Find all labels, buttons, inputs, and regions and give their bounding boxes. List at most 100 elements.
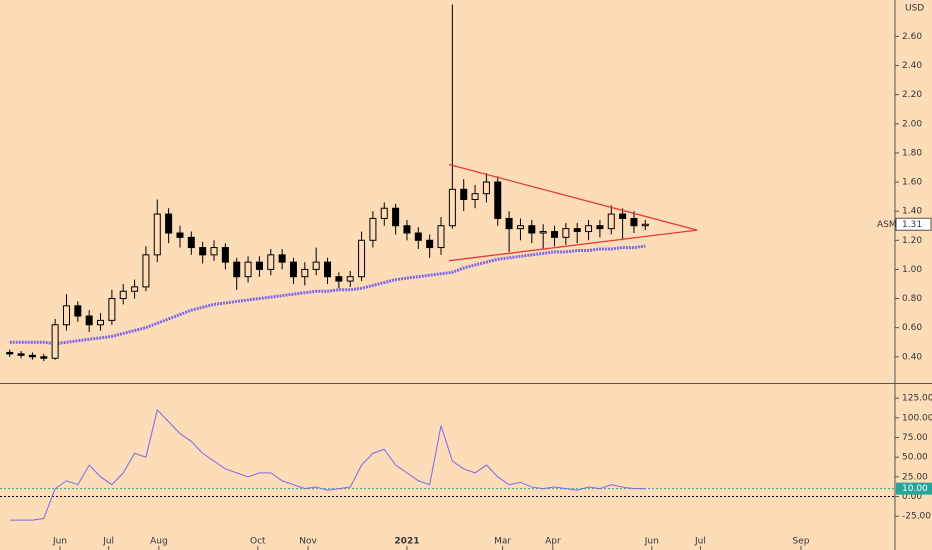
- y-tick-label: 2.60: [902, 32, 922, 42]
- y-tick-label: 75.00: [902, 433, 928, 443]
- candle-body: [153, 213, 161, 256]
- candle-body: [301, 268, 309, 278]
- y-tick-label: 50.00: [902, 453, 928, 463]
- currency-label: USD: [905, 4, 924, 14]
- x-tick-label: 2021: [394, 537, 419, 547]
- candle-body: [471, 193, 479, 201]
- candle-body: [403, 225, 411, 234]
- candle-body: [324, 261, 332, 278]
- y-tick-label: 0.60: [902, 323, 922, 333]
- candle-body: [119, 290, 127, 300]
- candle-body: [562, 228, 570, 238]
- candle-body: [267, 254, 275, 270]
- x-tick-label: Aug: [150, 537, 168, 547]
- y-tick-label: 1.80: [902, 148, 922, 158]
- last-price-label: 1.31: [902, 220, 922, 230]
- candle-body: [221, 247, 229, 263]
- y-tick-label: 1.60: [902, 178, 922, 188]
- candle-body: [289, 261, 297, 278]
- candle-body: [131, 286, 139, 292]
- candle-body: [278, 254, 286, 263]
- candle-body: [233, 261, 241, 278]
- y-tick-label: 1.00: [902, 265, 922, 275]
- y-tick-label: 1.20: [902, 236, 922, 246]
- candle-body: [528, 225, 536, 234]
- candle-body: [97, 319, 105, 326]
- candle-body: [51, 324, 59, 359]
- candle-body: [187, 236, 195, 249]
- y-tick-label: 0.00: [902, 492, 922, 502]
- y-tick-label: 2.40: [902, 61, 922, 71]
- oscillator-line: [9, 408, 646, 521]
- candle-body: [346, 276, 354, 282]
- candle-body: [596, 225, 604, 230]
- candle-body: [369, 217, 377, 241]
- last-value-label: 10.00: [902, 484, 928, 494]
- candle-body: [460, 188, 468, 201]
- candle-body: [380, 207, 388, 219]
- trendline: [448, 163, 698, 231]
- trendline: [449, 229, 698, 262]
- candle-body: [641, 223, 649, 227]
- candle-body: [630, 217, 638, 227]
- x-tick-label: Mar: [494, 537, 511, 547]
- moving-average: [9, 244, 646, 346]
- candle-body: [335, 276, 343, 282]
- candle-body: [539, 231, 547, 234]
- candle-body: [494, 181, 502, 219]
- candle-body: [85, 315, 93, 326]
- candle-body: [17, 353, 25, 356]
- candle-body: [74, 305, 82, 317]
- candle-body: [176, 232, 184, 238]
- last-price-marker: [895, 217, 932, 231]
- y-tick-label: 2.20: [902, 90, 922, 100]
- x-tick-label: Sep: [792, 537, 809, 547]
- x-tick-label: Apr: [545, 537, 561, 547]
- x-tick-label: Jun: [52, 537, 67, 547]
- candle-body: [28, 354, 36, 358]
- candle-body: [142, 254, 150, 288]
- candle-body: [62, 305, 70, 326]
- candle-body: [255, 261, 263, 270]
- candle-body: [244, 261, 252, 278]
- x-tick-label: Jul: [694, 537, 706, 547]
- x-tick-label: Oct: [250, 537, 266, 547]
- candle-body: [437, 225, 445, 249]
- y-tick-label: 1.40: [902, 207, 922, 217]
- x-tick-label: Jul: [102, 537, 114, 547]
- candle-body: [392, 207, 400, 227]
- y-tick-label: 100.00: [902, 413, 932, 423]
- candle-body: [516, 225, 524, 230]
- y-tick-label: 0.40: [902, 352, 922, 362]
- candle-body: [210, 247, 218, 256]
- y-tick-label: 0.80: [902, 294, 922, 304]
- symbol-label: ASM: [877, 220, 897, 230]
- candle-body: [426, 239, 434, 249]
- candle-body: [414, 232, 422, 241]
- last-value-marker: [896, 482, 932, 495]
- y-tick-label: -25.00: [902, 512, 931, 522]
- candle-body: [40, 356, 48, 359]
- x-tick-label: Jun: [644, 537, 659, 547]
- candle-body: [448, 188, 456, 227]
- candle-body: [573, 228, 581, 233]
- y-tick-label: 25.00: [902, 472, 928, 482]
- candle-body: [199, 247, 207, 256]
- candle-body: [358, 239, 366, 278]
- candle-body: [585, 225, 593, 233]
- candle-body: [6, 351, 14, 355]
- candle-body: [607, 213, 615, 230]
- candle-body: [505, 217, 513, 230]
- candle-body: [551, 231, 559, 238]
- candle-body: [482, 181, 490, 195]
- y-tick-label: 2.00: [902, 119, 922, 129]
- candle-body: [108, 298, 116, 321]
- candle-body: [312, 261, 320, 270]
- candle-body: [619, 213, 627, 219]
- y-tick-label: 125.00: [902, 394, 932, 404]
- candle-body: [165, 213, 173, 234]
- x-tick-label: Nov: [299, 537, 317, 547]
